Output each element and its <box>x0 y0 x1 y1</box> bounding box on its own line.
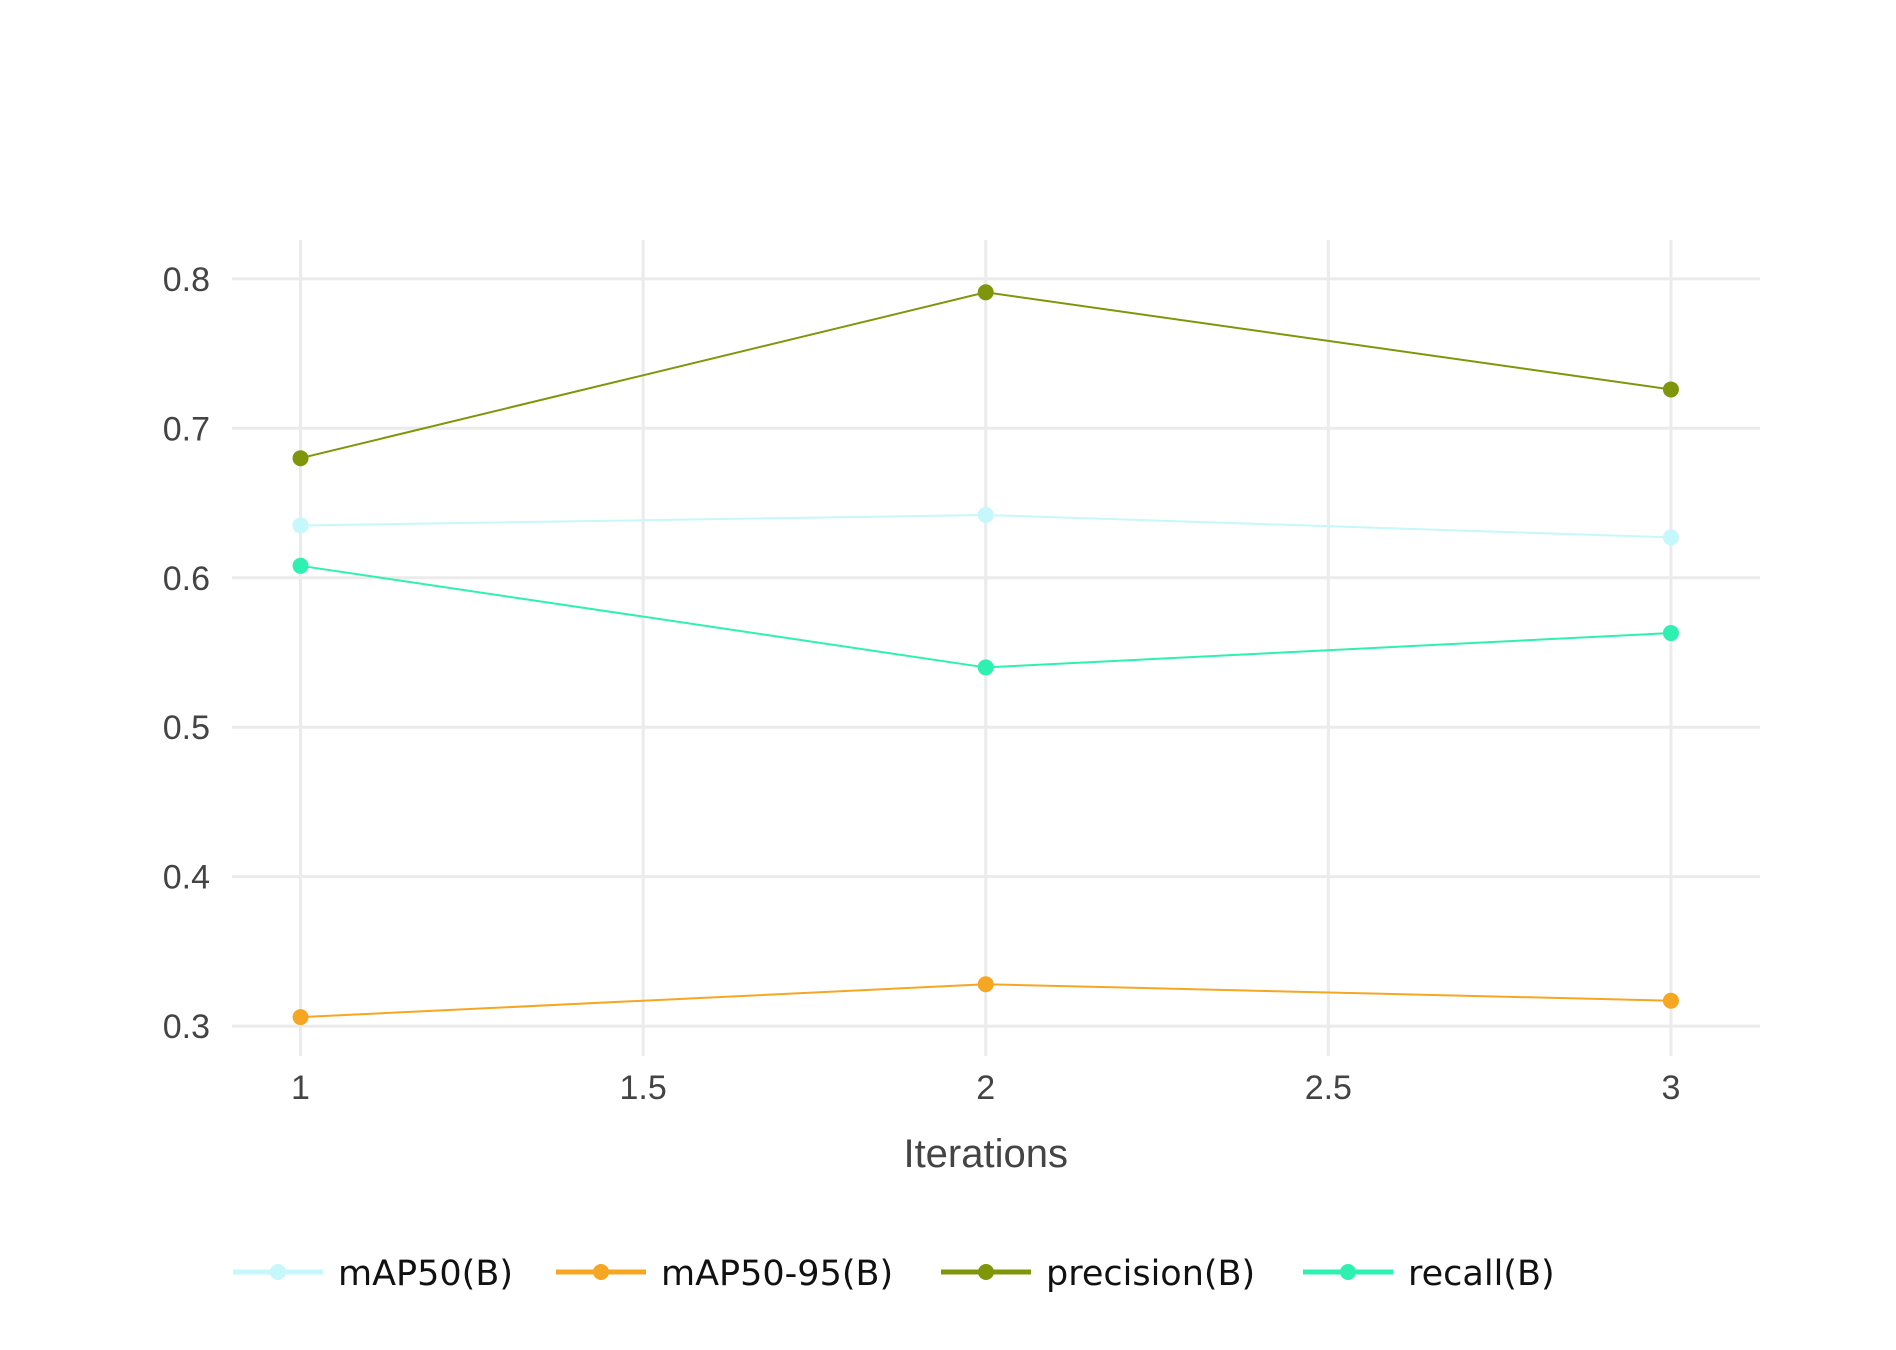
legend-item-precision-b: precision(B) <box>941 1254 1255 1294</box>
x-axis-title: Iterations <box>903 1132 1068 1176</box>
legend-label: precision(B) <box>1046 1254 1255 1294</box>
data-point-map50-b <box>1662 529 1679 546</box>
data-point-recall-b <box>292 557 309 574</box>
legend-item-recall-b: recall(B) <box>1303 1254 1555 1294</box>
legend-swatch-marker <box>270 1264 286 1280</box>
y-tick-label: 0.4 <box>163 859 210 897</box>
legend: mAP50(B) mAP50-95(B) precision(B) recall(B) <box>233 1254 1555 1294</box>
x-gridlines <box>299 240 1673 1056</box>
legend-swatch-marker <box>593 1264 609 1280</box>
legend-label: mAP50-95(B) <box>661 1254 893 1294</box>
legend-label: mAP50(B) <box>338 1254 513 1294</box>
legend-item-map50-b: mAP50(B) <box>233 1254 513 1294</box>
data-point-recall-b <box>1662 625 1679 642</box>
data-point-precision-b <box>977 284 994 301</box>
y-tick-label: 0.3 <box>163 1008 210 1046</box>
y-tick-label: 0.5 <box>163 709 210 747</box>
data-point-recall-b <box>977 659 994 676</box>
legend-item-map50-95-b: mAP50-95(B) <box>556 1254 893 1294</box>
data-point-map50-95-b <box>292 1009 309 1026</box>
y-gridlines <box>232 277 1760 1028</box>
x-axis-ticks: 1 1.5 2 2.5 3 <box>291 1069 1680 1107</box>
legend-swatch-marker <box>1340 1264 1356 1280</box>
x-tick-label: 2.5 <box>1305 1069 1352 1107</box>
data-point-map50-95-b <box>1662 992 1679 1009</box>
data-point-precision-b <box>292 450 309 467</box>
legend-label: recall(B) <box>1408 1254 1555 1294</box>
y-tick-label: 0.7 <box>163 410 210 448</box>
legend-swatch-marker <box>978 1264 994 1280</box>
data-point-map50-95-b <box>977 976 994 993</box>
x-tick-label: 2 <box>976 1069 995 1107</box>
x-tick-label: 1 <box>291 1069 310 1107</box>
y-tick-label: 0.8 <box>163 261 210 299</box>
data-point-map50-b <box>292 517 309 534</box>
series-points <box>292 284 1679 1026</box>
x-tick-label: 1.5 <box>619 1069 666 1107</box>
y-tick-label: 0.6 <box>163 560 210 598</box>
data-point-map50-b <box>977 506 994 523</box>
y-axis-ticks: 0.3 0.4 0.5 0.6 0.7 0.8 <box>163 261 210 1046</box>
data-point-precision-b <box>1662 381 1679 398</box>
x-tick-label: 3 <box>1661 1069 1680 1107</box>
